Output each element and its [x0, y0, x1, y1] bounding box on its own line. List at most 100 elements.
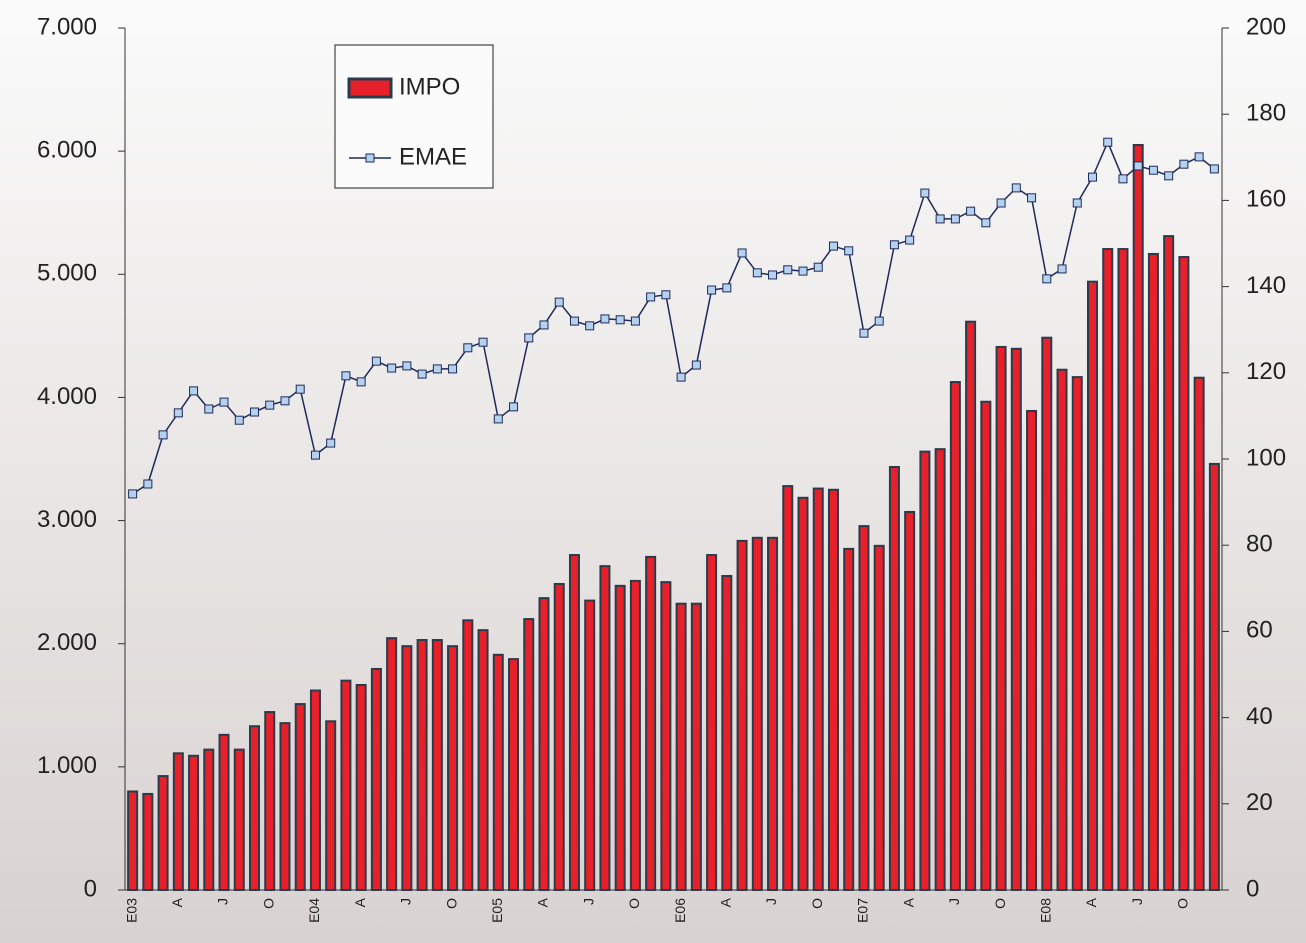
marker — [432, 364, 442, 374]
x-tick-label: O — [260, 898, 276, 909]
marker — [905, 235, 915, 245]
bar — [218, 733, 230, 892]
bar — [157, 775, 169, 891]
marker — [219, 397, 229, 407]
y2-tick-label: 140 — [1246, 272, 1286, 299]
marker — [524, 333, 534, 343]
y2-tick-label: 120 — [1246, 358, 1286, 385]
x-tick-label: E07 — [855, 898, 871, 923]
bar — [584, 599, 596, 891]
marker — [493, 414, 503, 424]
legend-swatch — [347, 77, 393, 99]
bar — [797, 496, 809, 891]
bar — [264, 711, 276, 892]
y-tick-label: 4.000 — [37, 383, 97, 410]
marker — [265, 400, 275, 410]
bar — [553, 582, 565, 891]
bar — [767, 536, 779, 891]
bar — [127, 790, 139, 891]
marker — [585, 321, 595, 331]
marker — [1164, 171, 1174, 181]
marker — [569, 316, 579, 326]
x-tick-label: O — [809, 898, 825, 909]
marker — [889, 240, 899, 250]
marker — [752, 268, 762, 278]
x-tick-label: O — [443, 898, 459, 909]
marker — [1194, 152, 1204, 162]
marker — [143, 479, 153, 489]
marker — [539, 320, 549, 330]
bar — [995, 345, 1007, 891]
bar — [904, 510, 916, 891]
bar — [706, 554, 718, 892]
x-tick-label: E03 — [123, 898, 139, 923]
x-tick-label: E04 — [306, 898, 322, 923]
y2-tick-label: 40 — [1246, 703, 1273, 730]
marker — [1057, 264, 1067, 274]
y2-tick-label: 60 — [1246, 617, 1273, 644]
bar — [599, 565, 611, 891]
bar — [523, 618, 535, 891]
marker — [722, 283, 732, 293]
bar — [1193, 376, 1205, 891]
bar — [1102, 248, 1114, 891]
bar — [1208, 462, 1220, 891]
x-tick-label: J — [763, 898, 779, 905]
bar — [721, 574, 733, 891]
bar — [401, 645, 413, 891]
marker — [1103, 137, 1113, 147]
bar — [431, 639, 443, 892]
bar — [477, 629, 489, 891]
bar — [812, 487, 824, 891]
bar — [1163, 235, 1175, 891]
marker — [1118, 174, 1128, 184]
bar — [447, 645, 459, 891]
marker — [950, 214, 960, 224]
x-tick-label: A — [1083, 897, 1099, 907]
bar — [1026, 409, 1038, 891]
marker — [463, 343, 473, 353]
legend-box — [334, 44, 494, 189]
bar — [355, 683, 367, 892]
marker — [768, 270, 778, 280]
marker — [554, 297, 564, 307]
marker — [813, 262, 823, 272]
marker — [250, 407, 260, 417]
bar — [1178, 256, 1190, 891]
marker — [828, 241, 838, 251]
marker — [234, 415, 244, 425]
legend-marker — [365, 153, 375, 163]
y-tick-label: 0 — [84, 875, 97, 902]
y-tick-label: 3.000 — [37, 506, 97, 533]
line — [132, 140, 1215, 495]
y-tick-label: 5.000 — [37, 260, 97, 287]
y2-tick-label: 20 — [1246, 789, 1273, 816]
marker — [676, 372, 686, 382]
x-tick-label: E06 — [672, 898, 688, 923]
marker — [783, 265, 793, 275]
bar — [858, 525, 870, 891]
x-tick-label: J — [1129, 898, 1145, 905]
legend-label: EMAE — [399, 143, 467, 170]
bar — [675, 602, 687, 891]
y2-tick-label: 0 — [1246, 875, 1259, 902]
x-tick-label: E08 — [1037, 898, 1053, 923]
bar — [751, 536, 763, 891]
y-tick-label: 7.000 — [37, 13, 97, 40]
marker — [448, 364, 458, 374]
x-tick-label: A — [169, 897, 185, 907]
marker — [661, 290, 671, 300]
bar — [309, 689, 321, 891]
x-tick-label: O — [1175, 898, 1191, 909]
marker — [1087, 172, 1097, 182]
bar — [949, 381, 961, 891]
y2-tick-label: 160 — [1246, 186, 1286, 213]
bar — [919, 450, 931, 891]
bar — [934, 448, 946, 891]
marker — [1148, 165, 1158, 175]
marker — [798, 266, 808, 276]
bar — [1010, 347, 1022, 891]
bar — [980, 400, 992, 891]
bar — [294, 703, 306, 891]
